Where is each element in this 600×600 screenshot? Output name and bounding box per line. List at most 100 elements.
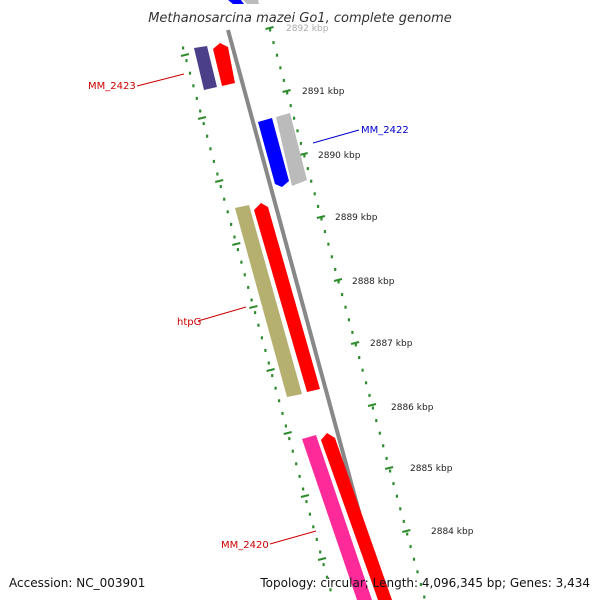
kbp-label-2889: 2889 kbp bbox=[335, 213, 378, 223]
major-tick bbox=[402, 529, 411, 533]
minor-tick bbox=[271, 374, 274, 378]
minor-tick bbox=[409, 545, 412, 549]
kbp-label-group: 2892 kbp 2891 kbp 2890 kbp 2889 kbp 2888… bbox=[286, 24, 474, 537]
minor-tick bbox=[243, 273, 246, 277]
major-tick bbox=[180, 53, 190, 57]
minor-tick bbox=[230, 222, 233, 226]
kbp-label-2884: 2884 kbp bbox=[431, 527, 474, 537]
minor-tick bbox=[330, 255, 333, 259]
major-tick bbox=[350, 341, 360, 345]
gene-label-mm2422[interactable]: MM_2422 bbox=[361, 125, 409, 136]
minor-tick bbox=[406, 532, 409, 536]
minor-tick bbox=[188, 71, 192, 75]
minor-tick bbox=[182, 46, 185, 50]
minor-tick bbox=[423, 595, 426, 599]
minor-tick bbox=[323, 230, 326, 234]
callout-htpg bbox=[197, 306, 247, 322]
major-tick bbox=[197, 116, 207, 120]
major-tick bbox=[316, 215, 326, 219]
minor-tick bbox=[202, 122, 205, 126]
minor-tick bbox=[247, 285, 250, 289]
cds-mm2423-red[interactable] bbox=[213, 43, 235, 86]
minor-tick bbox=[192, 84, 195, 88]
minor-tick bbox=[312, 525, 315, 529]
minor-tick bbox=[389, 469, 392, 473]
major-tick bbox=[317, 557, 327, 561]
major-tick bbox=[333, 278, 343, 282]
cds-mm2422-blue[interactable] bbox=[258, 118, 289, 187]
minor-tick bbox=[317, 204, 320, 208]
minor-tick bbox=[308, 512, 311, 516]
minor-tick bbox=[206, 134, 209, 138]
major-tick bbox=[282, 89, 291, 93]
minor-tick bbox=[254, 311, 257, 315]
accession-text: Accession: NC_003901 bbox=[9, 576, 146, 590]
minor-tick bbox=[402, 519, 405, 523]
minor-tick bbox=[329, 588, 332, 592]
major-tick bbox=[384, 466, 394, 470]
minor-tick bbox=[313, 192, 316, 196]
cds-blue-top[interactable] bbox=[228, 0, 244, 4]
minor-tick bbox=[209, 147, 212, 151]
minor-tick bbox=[250, 298, 253, 302]
minor-tick bbox=[347, 318, 350, 322]
minor-tick bbox=[303, 154, 306, 158]
cds-gray-top[interactable] bbox=[243, 0, 259, 4]
minor-tick bbox=[306, 167, 309, 171]
minor-tick bbox=[240, 260, 243, 264]
gene-label-mm2423[interactable]: MM_2423 bbox=[88, 81, 136, 92]
minor-tick bbox=[236, 248, 239, 252]
cds-mm2420-red[interactable] bbox=[321, 433, 392, 600]
minor-tick bbox=[274, 386, 277, 390]
major-tick bbox=[266, 368, 275, 372]
cds-htpg-red[interactable] bbox=[254, 203, 320, 392]
major-tick bbox=[283, 431, 292, 435]
cds-htpg-olive[interactable] bbox=[235, 205, 302, 397]
kbp-label-2886: 2886 kbp bbox=[391, 403, 434, 413]
minor-tick bbox=[185, 59, 188, 63]
gene-labels: MM_2423 MM_2422 htpG MM_2420 bbox=[88, 73, 409, 551]
minor-tick bbox=[282, 78, 285, 82]
minor-tick bbox=[284, 424, 287, 428]
minor-tick bbox=[392, 482, 395, 486]
minor-tick bbox=[319, 550, 322, 554]
gene-label-mm2420[interactable]: MM_2420 bbox=[221, 540, 269, 551]
minor-tick bbox=[269, 28, 272, 32]
kbp-label-2888: 2888 kbp bbox=[352, 277, 395, 287]
major-tick bbox=[214, 179, 224, 183]
minor-tick bbox=[344, 305, 347, 309]
minor-tick bbox=[371, 406, 374, 410]
minor-tick bbox=[279, 66, 282, 70]
cds-mm2420-pink[interactable] bbox=[302, 435, 372, 600]
minor-tick bbox=[278, 399, 281, 403]
minor-tick bbox=[334, 267, 337, 271]
minor-tick bbox=[199, 109, 202, 113]
minor-tick bbox=[293, 116, 296, 120]
kbp-label-2890: 2890 kbp bbox=[318, 151, 361, 161]
minor-tick bbox=[322, 563, 325, 567]
callout-mm2423 bbox=[136, 73, 185, 87]
major-tick bbox=[300, 494, 310, 498]
minor-tick bbox=[219, 185, 222, 189]
minor-tick bbox=[399, 507, 402, 511]
cds-mm2422-gray[interactable] bbox=[276, 113, 307, 186]
minor-tick bbox=[260, 336, 263, 340]
minor-tick bbox=[385, 456, 388, 460]
minor-tick bbox=[289, 104, 292, 108]
minor-tick bbox=[378, 431, 381, 435]
inner-tick-ring bbox=[180, 46, 332, 592]
minor-tick bbox=[382, 444, 385, 448]
callout-mm2422 bbox=[312, 129, 360, 144]
gene-label-htpg[interactable]: htpG bbox=[177, 317, 201, 328]
outer-tick-ring bbox=[265, 26, 426, 599]
minor-tick bbox=[325, 575, 329, 579]
minor-tick bbox=[368, 393, 371, 397]
major-tick bbox=[232, 242, 241, 246]
minor-tick bbox=[302, 487, 305, 491]
minor-tick bbox=[310, 179, 313, 183]
minor-tick bbox=[327, 242, 330, 246]
minor-tick bbox=[216, 172, 219, 176]
cds-mm2423-purple[interactable] bbox=[194, 46, 217, 90]
minor-tick bbox=[299, 141, 302, 145]
